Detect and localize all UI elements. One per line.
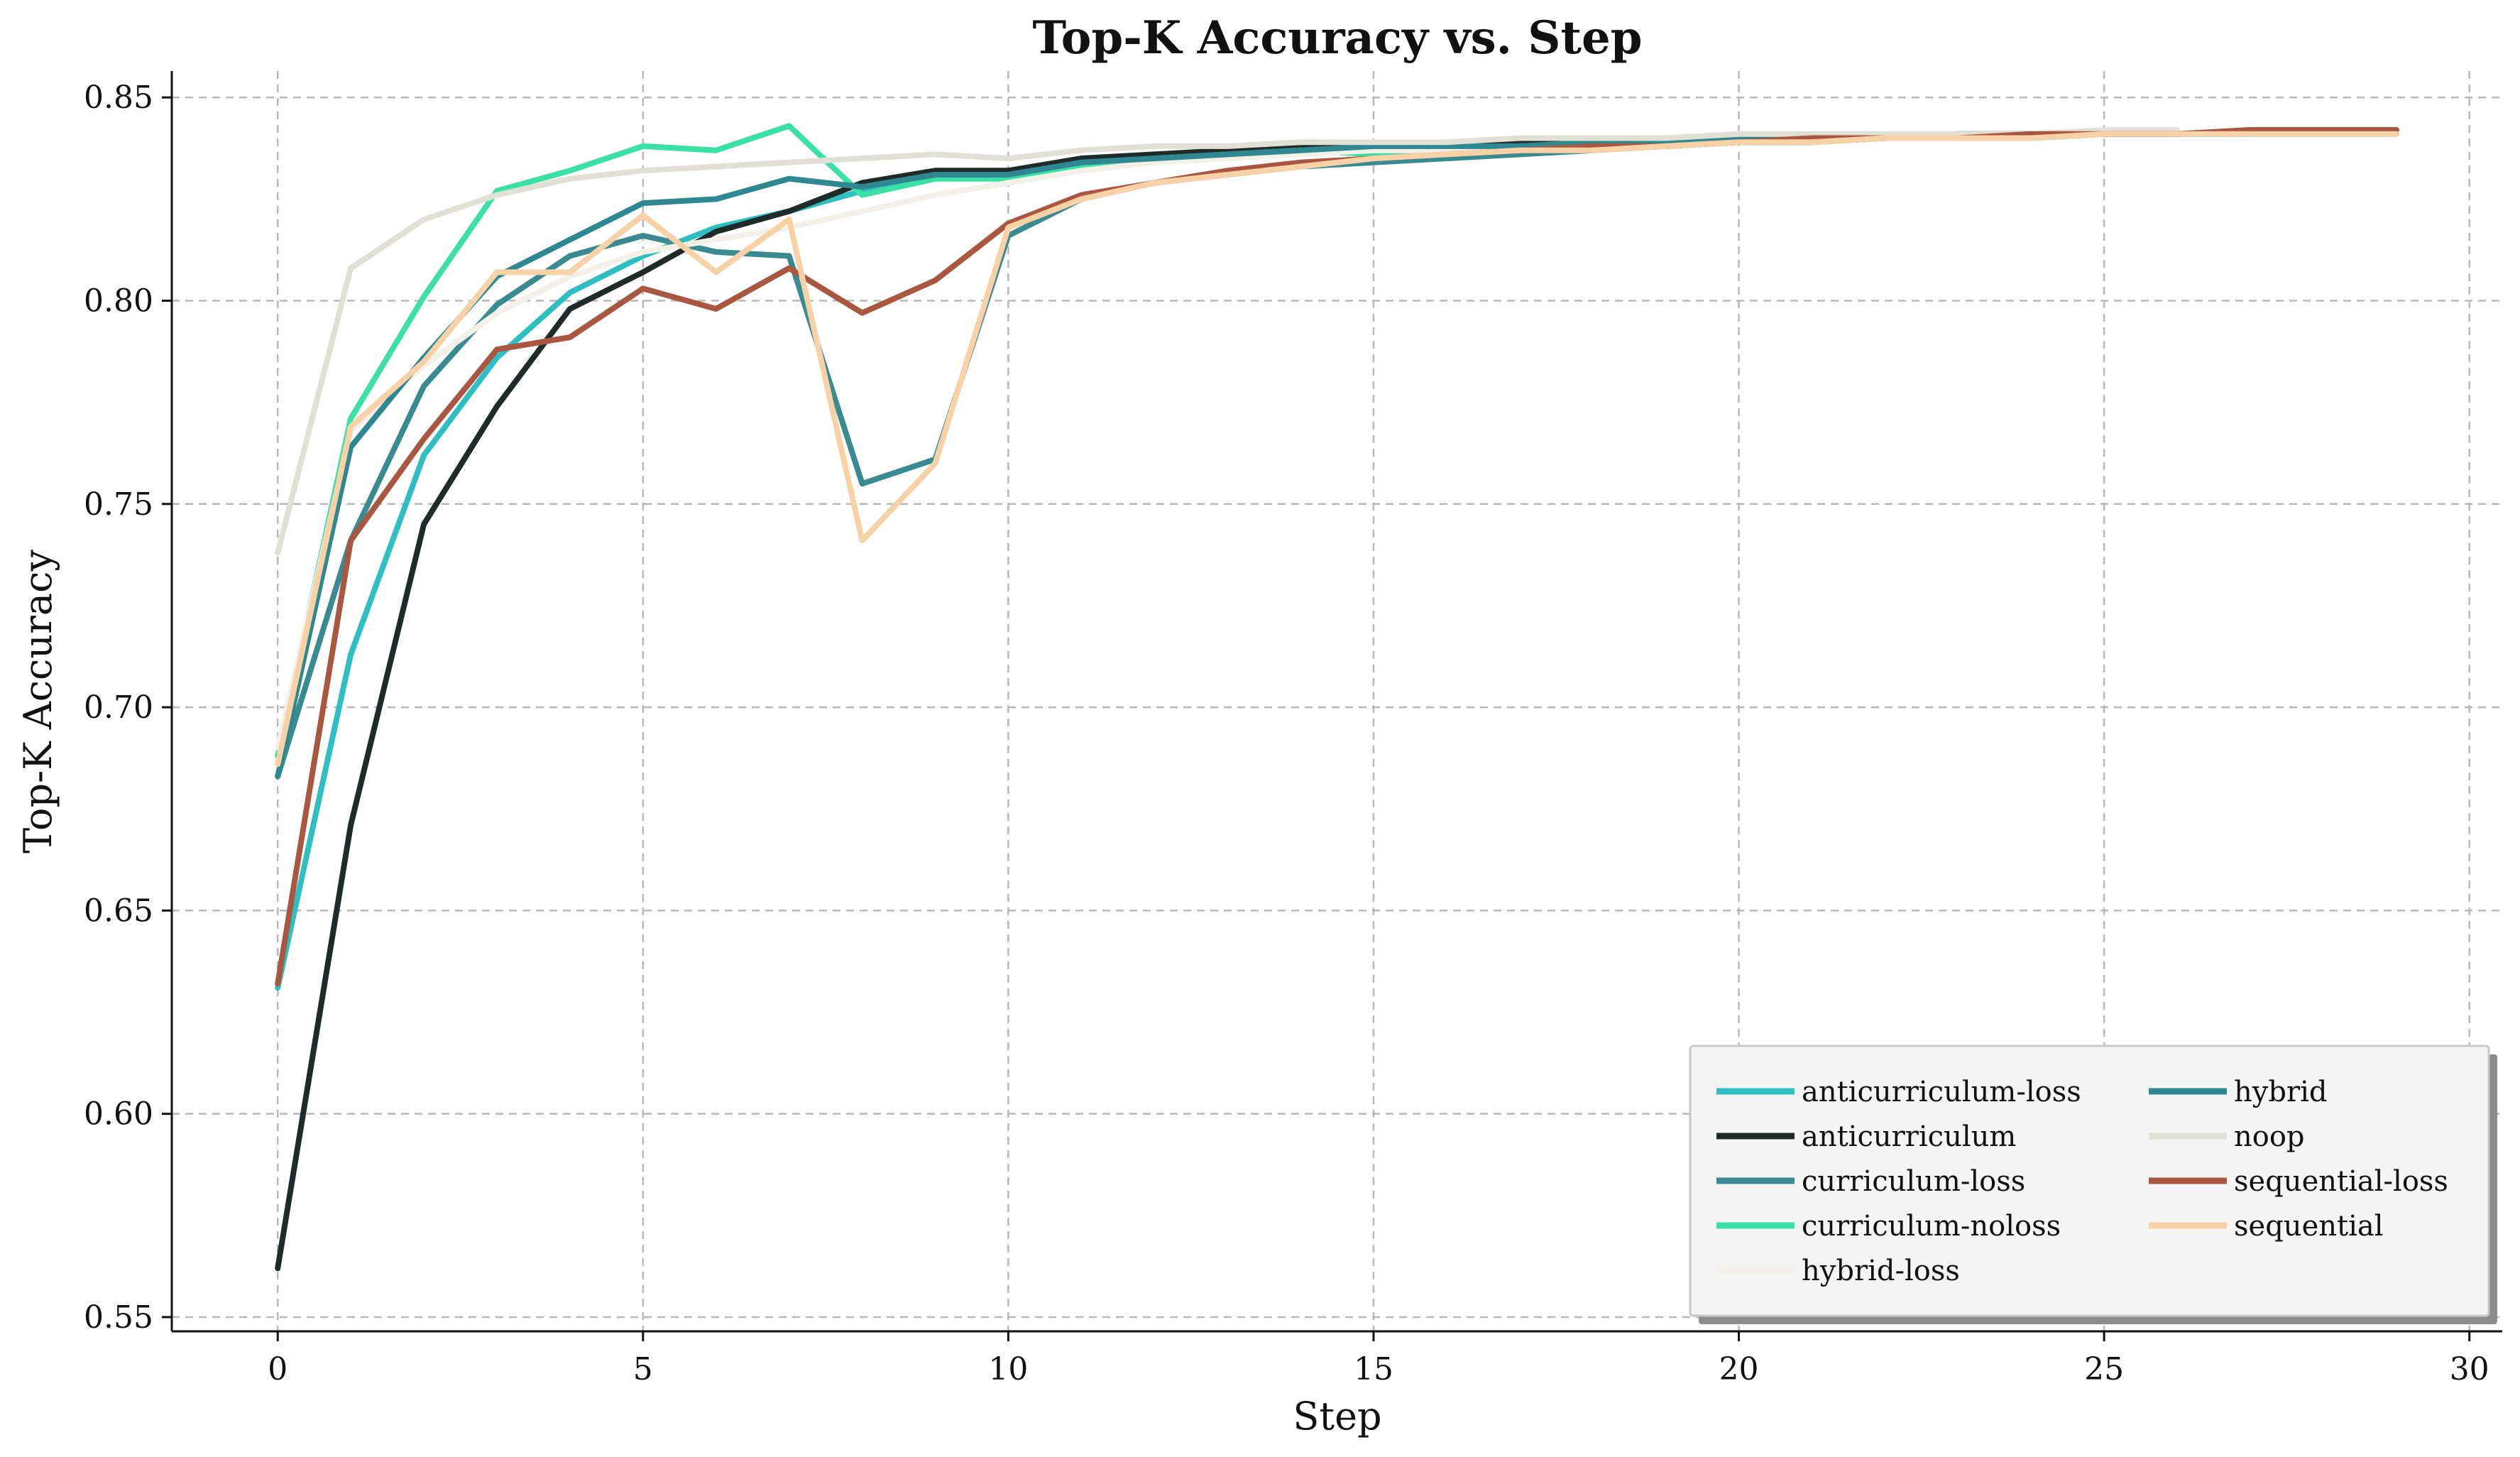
x-axis-label: Step bbox=[1293, 1394, 1381, 1439]
x-tick-label: 15 bbox=[1354, 1351, 1393, 1387]
x-tick-label: 0 bbox=[268, 1351, 287, 1387]
y-tick-label: 0.80 bbox=[84, 283, 153, 320]
legend-items: anticurriculum-loss anticurriculum curricu… bbox=[1716, 1076, 2448, 1287]
y-axis-label: Top-K Accuracy bbox=[16, 550, 60, 853]
y-tick-label: 0.75 bbox=[84, 486, 153, 523]
x-tick-label: 10 bbox=[988, 1351, 1028, 1387]
legend-label-sequential-loss: sequential-loss bbox=[2234, 1165, 2448, 1198]
grid bbox=[172, 71, 2502, 1331]
y-tick-label: 0.85 bbox=[84, 80, 153, 116]
x-tick-label: 25 bbox=[2084, 1351, 2124, 1387]
series-line-noop bbox=[275, 127, 2180, 556]
legend-box bbox=[1689, 1044, 2490, 1317]
series-lines bbox=[275, 123, 2399, 1272]
y-tick-label: 0.65 bbox=[84, 893, 153, 929]
y-tick-label: 0.60 bbox=[84, 1096, 153, 1133]
legend-label-curriculum-loss: curriculum-loss bbox=[1802, 1165, 2025, 1198]
legend-label-curriculum-noloss: curriculum-noloss bbox=[1802, 1210, 2061, 1243]
legend-label-hybrid: hybrid bbox=[2234, 1076, 2327, 1108]
legend: anticurriculum-loss anticurriculum curricu… bbox=[1689, 1044, 2497, 1324]
legend-label-hybrid-loss: hybrid-loss bbox=[1802, 1255, 1960, 1287]
legend-label-sequential: sequential bbox=[2234, 1210, 2384, 1243]
legend-label-noop: noop bbox=[2234, 1120, 2305, 1153]
x-tick-label: 5 bbox=[633, 1351, 653, 1387]
x-tick-label: 20 bbox=[1719, 1351, 1759, 1387]
axes bbox=[170, 71, 2502, 1333]
legend-label-anticurriculum: anticurriculum bbox=[1802, 1120, 2016, 1153]
x-tick-label: 30 bbox=[2450, 1351, 2489, 1387]
chart-title: Top-K Accuracy vs. Step bbox=[1033, 11, 1643, 65]
y-tick-label: 0.55 bbox=[84, 1299, 153, 1336]
legend-label-anticurriculum-loss: anticurriculum-loss bbox=[1802, 1076, 2081, 1108]
y-ticks: 0.55 0.60 0.65 0.70 0.75 0.80 0.85 bbox=[84, 80, 172, 1336]
series-line-sequential bbox=[275, 131, 2399, 768]
x-ticks: 0 5 10 15 20 25 30 bbox=[268, 1331, 2489, 1387]
y-tick-label: 0.70 bbox=[84, 689, 153, 726]
